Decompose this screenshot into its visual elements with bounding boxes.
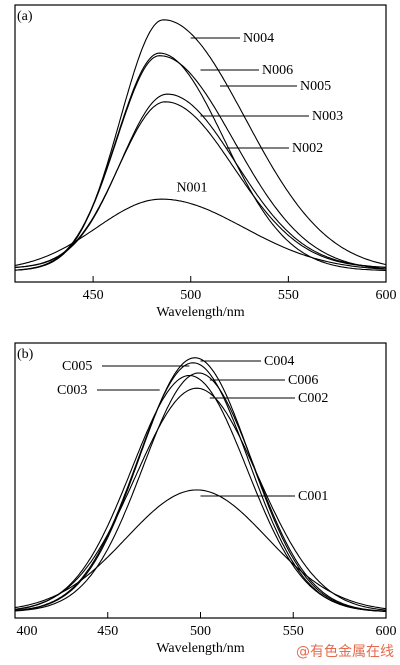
x-tick-label: 500 <box>190 624 211 639</box>
series-line-c005 <box>14 362 387 612</box>
watermark: @有色金属在线 <box>296 644 394 660</box>
series-label-c002: C002 <box>298 391 328 406</box>
x-axis-label: Wavelength/nm <box>156 305 244 320</box>
series-line-c003 <box>14 374 387 612</box>
x-tick-label: 450 <box>83 288 104 303</box>
x-axis-label: Wavelength/nm <box>156 641 244 656</box>
series-label-n004: N004 <box>243 31 274 46</box>
x-tick-label: 550 <box>283 624 304 639</box>
series-label-n001: N001 <box>176 181 207 196</box>
series-line-n004 <box>14 19 387 271</box>
x-tick-label: 600 <box>376 624 397 639</box>
series-line-n003 <box>14 93 387 268</box>
series-line-n002 <box>14 101 387 268</box>
panel-label: (b) <box>17 347 34 362</box>
series-label-c001: C001 <box>298 489 328 504</box>
series-line-c002 <box>14 387 387 611</box>
x-tick-label: 600 <box>376 288 397 303</box>
plot-frame-1 <box>14 4 387 283</box>
series-label-c003: C003 <box>57 383 87 398</box>
x-tick-label: 450 <box>97 624 118 639</box>
x-tick-label: 550 <box>278 288 299 303</box>
x-tick-label: 400 <box>17 624 38 639</box>
series-label-c005: C005 <box>62 359 92 374</box>
series-label-n003: N003 <box>312 109 343 124</box>
series-label-n006: N006 <box>262 63 293 78</box>
series-label-n002: N002 <box>292 141 323 156</box>
series-line-c004 <box>14 357 387 612</box>
x-tick-label: 500 <box>180 288 201 303</box>
series-label-n005: N005 <box>300 79 331 94</box>
series-label-c004: C004 <box>264 354 294 369</box>
panel-label: (a) <box>17 9 33 24</box>
series-line-c006 <box>14 372 387 612</box>
series-label-c006: C006 <box>288 373 318 388</box>
series-line-n006 <box>14 52 386 271</box>
